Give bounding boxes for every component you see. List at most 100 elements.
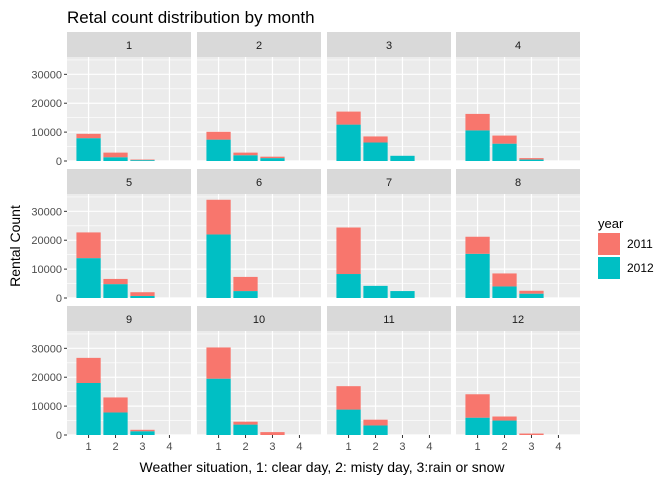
y-tick-label: 30000: [31, 69, 62, 81]
bar-2011: [336, 227, 361, 275]
facet-panel-9: 9 0 10000 20000 30000 1 2 3 4: [31, 306, 191, 453]
x-tick-label: 4: [426, 441, 432, 453]
bar-2011: [233, 152, 258, 156]
facet-strip-label: 12: [512, 314, 524, 326]
bar-2012: [130, 160, 155, 161]
y-tick-label: 30000: [31, 343, 62, 355]
y-tick-label: 10000: [31, 264, 62, 276]
bar-2011: [465, 236, 490, 254]
bar-2011: [130, 292, 155, 296]
y-tick-label: 0: [56, 293, 62, 305]
bar-2012: [233, 424, 258, 435]
facet-strip-label: 10: [253, 314, 265, 326]
bar-2012: [76, 383, 101, 435]
bar-2012: [130, 295, 155, 298]
x-tick-label: 1: [475, 441, 481, 453]
facet-strip: [456, 306, 580, 331]
bar-2012: [130, 431, 155, 435]
bar-2012: [492, 143, 517, 161]
bar-2012: [206, 234, 231, 298]
x-tick-label: 1: [216, 441, 222, 453]
bar-2012: [363, 425, 388, 435]
facet-panel-5: 5 0 10000 20000 30000: [31, 169, 191, 305]
facet-strip: [327, 32, 451, 57]
bar-2012: [76, 138, 101, 161]
legend: year 2011 2012: [598, 216, 654, 279]
facet-strip-label: 2: [256, 40, 262, 52]
bar-2012: [233, 155, 258, 161]
bar-2012: [103, 157, 128, 161]
bar-2012: [465, 417, 490, 435]
facet-strip-label: 1: [126, 40, 132, 52]
y-tick-label: 0: [56, 430, 62, 442]
facet-strip: [67, 169, 191, 194]
bar-2011: [233, 421, 258, 425]
y-tick-label: 0: [56, 156, 62, 168]
legend-key-2011: [598, 233, 620, 255]
bar-2011: [336, 386, 361, 410]
bar-2011: [363, 136, 388, 143]
facet-panel-3: 3: [327, 32, 451, 162]
bar-2011: [206, 199, 231, 235]
bar-2011: [130, 429, 155, 432]
chart-title: Retal count distribution by month: [67, 8, 315, 27]
facet-strip-label: 6: [256, 177, 262, 189]
bar-2012: [206, 139, 231, 161]
bar-2012: [260, 158, 285, 161]
bar-2011: [492, 135, 517, 144]
bar-2012: [465, 130, 490, 161]
bar-2012: [390, 155, 415, 161]
bar-2012: [519, 293, 544, 298]
facet-strip-label: 7: [386, 177, 392, 189]
bar-2011: [233, 276, 258, 292]
bar-2012: [103, 284, 128, 298]
bar-2011: [76, 133, 101, 139]
x-tick-label: 1: [346, 441, 352, 453]
bar-2011: [103, 278, 128, 285]
bar-2011: [260, 432, 285, 435]
facet-panel-7: 7: [327, 169, 451, 299]
bar-2012: [492, 286, 517, 298]
bar-2011: [76, 357, 101, 383]
x-tick-label: 4: [555, 441, 561, 453]
x-tick-label: 3: [528, 441, 534, 453]
facet-strip: [67, 306, 191, 331]
facet-strip: [197, 169, 321, 194]
bar-2011: [492, 416, 517, 421]
y-axis-title: Rental Count: [7, 205, 23, 287]
y-tick-label: 20000: [31, 98, 62, 110]
x-axis-title: Weather situation, 1: clear day, 2: mist…: [140, 459, 506, 475]
facet-strip: [197, 32, 321, 57]
bar-2011: [260, 156, 285, 159]
bar-2011: [103, 152, 128, 158]
facet-panel-12: 121 2 3 4: [456, 306, 580, 453]
bar-2012: [492, 420, 517, 435]
facet-strip: [327, 169, 451, 194]
facet-strip-label: 4: [515, 40, 521, 52]
bar-2012: [103, 412, 128, 435]
bar-2011: [103, 397, 128, 413]
facet-panel-6: 6: [197, 169, 321, 299]
legend-key-2012: [598, 257, 620, 279]
bar-2011: [519, 290, 544, 294]
x-tick-label: 2: [501, 441, 507, 453]
bar-2012: [233, 291, 258, 298]
bar-2012: [336, 124, 361, 161]
facet-strip-label: 5: [126, 177, 132, 189]
bar-2012: [390, 291, 415, 298]
bar-2011: [336, 111, 361, 125]
legend-label-2012: 2012: [627, 261, 654, 275]
bar-2012: [76, 258, 101, 298]
y-tick-label: 10000: [31, 401, 62, 413]
facet-panel-4: 4: [456, 32, 580, 162]
facet-panel-11: 111 2 3 4: [327, 306, 451, 453]
bar-2012: [465, 253, 490, 298]
x-tick-label: 4: [166, 441, 172, 453]
facet-strip-label: 3: [386, 40, 392, 52]
bar-2012: [363, 285, 388, 298]
y-tick-label: 10000: [31, 127, 62, 139]
bar-2012: [519, 159, 544, 161]
y-tick-label: 30000: [31, 206, 62, 218]
